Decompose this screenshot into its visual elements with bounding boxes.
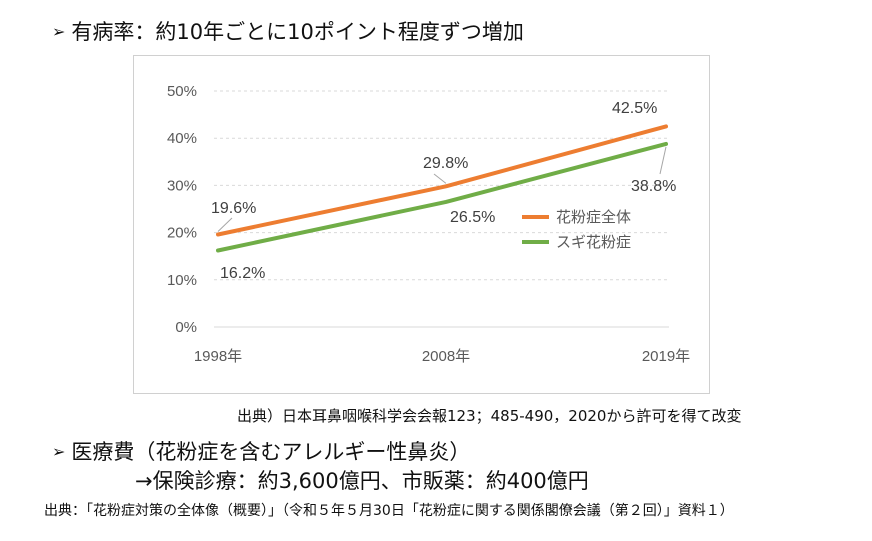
y-tick-label: 30% — [167, 177, 197, 194]
heading-prevalence-text: 有病率：約10年ごとに10ポイント程度ずつ増加 — [71, 20, 524, 44]
data-label: 29.8% — [423, 155, 468, 172]
heading-medical-cost-text: 医療費（花粉症を含むアレルギー性鼻炎） — [71, 440, 471, 464]
data-label: 26.5% — [450, 209, 495, 226]
data-label: 19.6% — [211, 200, 256, 217]
arrow-bullet-icon: ➢ — [52, 441, 66, 461]
bottom-source-note: 出典：「花粉症対策の全体像（概要）」（令和５年５月30日「花粉症に関する関係閣僚… — [44, 503, 734, 519]
data-label: 38.8% — [631, 178, 676, 195]
data-label: 16.2% — [220, 265, 265, 282]
leader-line — [217, 217, 233, 232]
x-tick-label: 1998年 — [194, 348, 242, 365]
leader-line — [433, 173, 447, 184]
series-line-cedar — [216, 141, 668, 253]
y-tick-label: 40% — [167, 130, 197, 147]
heading-prevalence: ➢ 有病率：約10年ごとに10ポイント程度ずつ増加 — [52, 16, 524, 46]
prevalence-chart: 0% 10% 20% 30% 40% 50% 1998年 2008年 2019年 19.6% 2… — [133, 55, 710, 394]
legend-label-total: 花粉症全体 — [556, 208, 631, 226]
x-tick-label: 2019年 — [642, 348, 690, 365]
legend-label-cedar: スギ花粉症 — [556, 233, 631, 251]
arrow-bullet-icon: ➢ — [52, 21, 66, 41]
y-tick-label: 20% — [167, 225, 197, 242]
data-label: 42.5% — [612, 100, 657, 117]
heading-medical-cost: ➢ 医療費（花粉症を含むアレルギー性鼻炎） — [52, 436, 470, 466]
x-tick-label: 2008年 — [422, 348, 470, 365]
chart-source-note: 出典）日本耳鼻咽喉科学会会報123；485-490，2020から許可を得て改変 — [237, 407, 742, 425]
series-line-total — [216, 124, 668, 237]
y-tick-label: 50% — [167, 83, 197, 100]
chart-svg: 0% 10% 20% 30% 40% 50% 1998年 2008年 2019年 19.6% 2… — [167, 83, 690, 365]
leader-line — [659, 146, 667, 175]
medical-cost-breakdown: →保険診療：約3,600億円、市販薬：約400億円 — [135, 469, 589, 493]
y-tick-label: 10% — [167, 272, 197, 289]
y-tick-label: 0% — [175, 319, 197, 336]
